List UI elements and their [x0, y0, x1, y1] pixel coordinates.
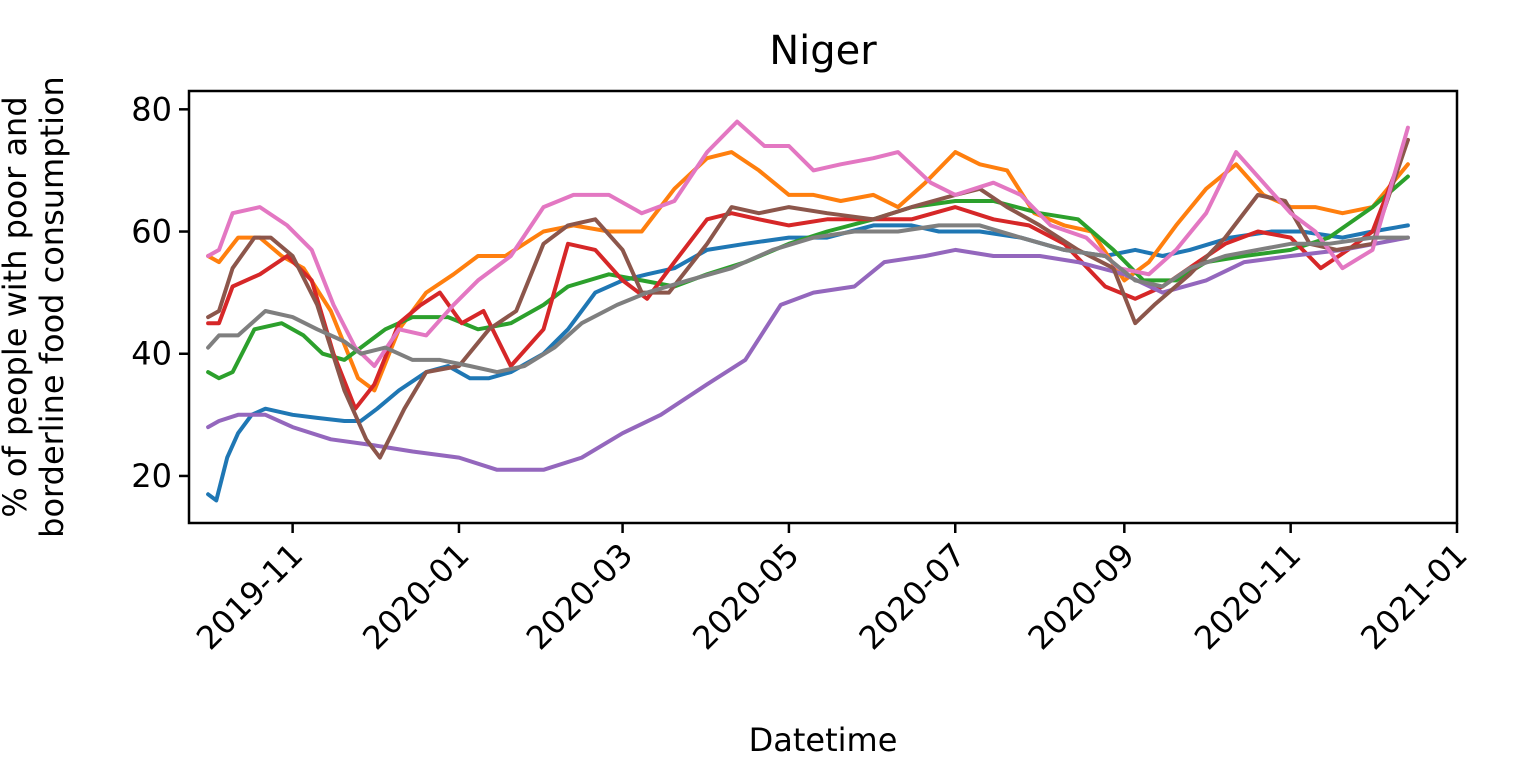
series-line-5 — [206, 235, 1410, 472]
series-line-6 — [206, 137, 1410, 460]
y-tick-label: 20 — [131, 457, 172, 495]
y-axis-label-line-1: % of people with poor and — [0, 96, 34, 517]
x-tick-label: 2020-09 — [1021, 536, 1142, 657]
chart-title: Niger — [769, 28, 877, 74]
x-tick-label: 2020-03 — [519, 536, 640, 657]
series-line-4 — [206, 137, 1410, 411]
x-axis: 2019-11 2020-01 2020-03 2020-05 2020-07 2020-… — [189, 523, 1475, 657]
y-tick-label: 60 — [131, 213, 172, 251]
x-tick-label: 2021-01 — [1353, 536, 1474, 657]
x-tick-label: 2020-07 — [851, 536, 972, 657]
y-tick-label: 40 — [131, 335, 172, 373]
series-line-2 — [206, 150, 1410, 393]
y-axis: 20 40 60 80 — [131, 90, 189, 495]
series-layer — [206, 119, 1410, 503]
plot-frame — [187, 89, 1459, 525]
series-line-1 — [206, 223, 1410, 503]
y-axis-label-line-2: borderline food consumption — [33, 76, 71, 538]
series-line-8 — [206, 223, 1410, 375]
x-tick-label: 2019-11 — [189, 536, 310, 657]
x-tick-label: 2020-05 — [685, 536, 806, 657]
x-tick-label: 2020-11 — [1187, 536, 1308, 657]
y-axis-label: % of people with poor and borderline foo… — [0, 76, 71, 538]
x-axis-label: Datetime — [749, 721, 898, 759]
x-tick-label: 2020-01 — [355, 536, 476, 657]
y-tick-label: 80 — [131, 90, 172, 128]
